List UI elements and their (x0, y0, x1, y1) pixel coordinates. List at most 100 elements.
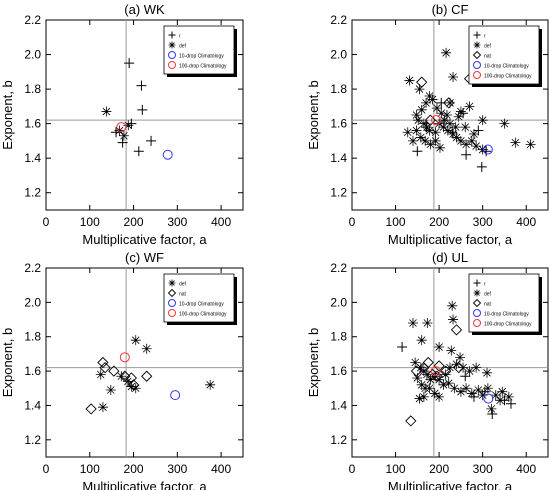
data-point (421, 369, 432, 380)
data-point (130, 335, 141, 346)
x-tick-label: 200 (429, 215, 449, 229)
y-tick-label: 1.8 (24, 330, 41, 344)
data-point (433, 360, 445, 372)
x-tick-label: 100 (80, 215, 100, 229)
data-point (455, 386, 466, 397)
data-point (510, 137, 521, 148)
y-tick-label: 2.2 (24, 13, 41, 27)
x-tick-label: 400 (516, 462, 536, 476)
legend-label: def (484, 292, 492, 298)
legend-marker (472, 50, 482, 60)
data-point (482, 383, 493, 394)
data-point (127, 379, 140, 391)
scatter-panel-4: (d) UL Multiplicative factor, a Exponent, … (306, 250, 549, 490)
y-tick-label: 1.4 (330, 398, 347, 412)
data-point (455, 135, 466, 146)
legend-marker (168, 299, 176, 307)
scatter-panel-2: (b) CF Multiplicative factor, a Exponent, … (306, 2, 549, 247)
y-tick-label: 1.2 (330, 186, 347, 200)
legend-marker (168, 61, 176, 69)
data-point (97, 356, 109, 369)
data-point (205, 379, 216, 390)
data-point (431, 115, 442, 126)
x-axis-label: Multiplicative factor, a (82, 232, 207, 247)
y-tick-label: 2.2 (24, 261, 41, 275)
x-tick-label: 400 (211, 215, 231, 229)
data-point (450, 324, 463, 336)
y-axis-label: Exponent, b (306, 80, 321, 149)
y-tick-label: 1.2 (24, 433, 41, 447)
x-tick-label: 100 (386, 462, 406, 476)
y-tick-label: 1.4 (24, 151, 41, 165)
legend-label: 100-drop Climatology (179, 64, 227, 70)
x-tick-label: 100 (80, 462, 100, 476)
data-point (422, 317, 433, 328)
y-tick-label: 1.6 (24, 364, 41, 378)
data-point (434, 142, 445, 153)
data-point (447, 127, 458, 138)
y-axis-label: Exponent, b (306, 328, 321, 397)
data-point (445, 118, 455, 129)
data-point (438, 379, 449, 390)
data-point (460, 122, 471, 133)
data-point (466, 388, 477, 399)
y-tick-label: 1.4 (330, 151, 347, 165)
data-point (116, 122, 127, 133)
data-point (146, 135, 157, 146)
data-point (117, 137, 128, 148)
data-point (453, 362, 465, 374)
data-point (116, 371, 127, 382)
y-tick-label: 1.6 (330, 117, 347, 131)
data-point (497, 386, 508, 397)
data-point (407, 317, 418, 328)
legend-label: 100-drop Climatology (179, 312, 227, 318)
y-tick-label: 2.2 (330, 261, 347, 275)
x-tick-label: 400 (211, 462, 231, 476)
data-point (414, 84, 425, 95)
x-tick-label: 400 (516, 215, 536, 229)
data-point (445, 362, 455, 373)
data-point (119, 352, 130, 363)
x-tick-label: 0 (43, 215, 50, 229)
x-tick-label: 300 (473, 215, 493, 229)
data-point (440, 365, 452, 377)
x-axis-label: Multiplicative factor, a (388, 232, 513, 247)
data-point (416, 104, 427, 115)
data-point (418, 391, 429, 402)
legend-label: 10-drop Climatology (484, 64, 529, 70)
data-point (443, 97, 455, 109)
data-point (490, 390, 501, 401)
legend-marker (168, 279, 176, 287)
data-point (482, 367, 493, 378)
x-tick-label: 200 (124, 215, 144, 229)
data-point (499, 118, 510, 129)
y-tick-label: 1.4 (24, 398, 41, 412)
data-point (123, 120, 134, 131)
y-tick-label: 2.0 (330, 295, 347, 309)
legend-marker (168, 51, 176, 59)
x-tick-label: 200 (124, 462, 144, 476)
data-point (431, 370, 443, 382)
panel-title: (a) WK (124, 2, 165, 17)
legend-marker (473, 31, 481, 39)
data-point (476, 161, 487, 172)
x-tick-label: 0 (349, 462, 356, 476)
y-tick-label: 1.6 (330, 364, 347, 378)
legend-label: 100-drop Climatology (484, 322, 532, 328)
data-point (133, 146, 144, 157)
data-point (431, 103, 442, 114)
legend-label: nat (484, 302, 492, 308)
data-point (503, 391, 514, 402)
scatter-panel-1: (a) WK Multiplicative factor, a Exponent, … (0, 2, 244, 247)
x-tick-label: 0 (43, 462, 50, 476)
legend-marker (473, 309, 481, 317)
y-tick-label: 1.6 (24, 117, 41, 131)
data-point (422, 356, 434, 369)
data-point (430, 135, 441, 146)
data-point (442, 125, 453, 136)
data-point (430, 127, 441, 138)
data-point (443, 378, 454, 389)
data-point (461, 383, 472, 394)
data-point (170, 390, 181, 401)
data-point (424, 383, 435, 394)
